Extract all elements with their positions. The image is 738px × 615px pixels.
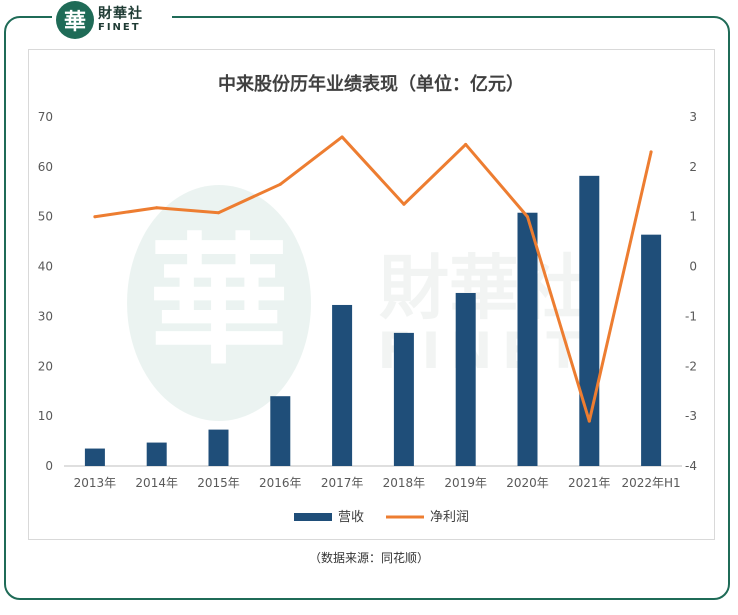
- combo-chart: 華 財華社 FINET 中来股份历年业绩表现（单位：亿元） 0102030405…: [38, 73, 697, 525]
- y-axis-right: -4 -3 -2 -1 0 1 2 3: [685, 110, 697, 473]
- x-tick-label: 2021年: [568, 476, 611, 490]
- watermark-seal-icon: [127, 185, 311, 421]
- point-profit: [340, 135, 344, 139]
- bar-revenue: [84, 448, 105, 466]
- card-frame: [4, 16, 730, 600]
- legend-swatch-revenue: [294, 513, 332, 521]
- point-profit: [587, 419, 591, 423]
- bar-revenue: [641, 234, 662, 466]
- x-tick-label: 2018年: [383, 476, 426, 490]
- y-left-tick-label: 70: [38, 110, 53, 124]
- y-left-tick-label: 30: [38, 309, 53, 323]
- line-profit: [93, 135, 653, 423]
- point-profit: [526, 215, 529, 219]
- y-left-tick-label: 50: [38, 210, 53, 224]
- x-tick-label: 2015年: [197, 476, 240, 490]
- x-tick-label: 2019年: [444, 476, 487, 490]
- point-profit: [155, 206, 159, 210]
- bar-revenue: [393, 332, 414, 466]
- y-right-tick-label: 2: [689, 160, 697, 174]
- y-right-tick-label: -3: [685, 409, 697, 423]
- legend-label-profit: 净利润: [430, 510, 469, 525]
- y-left-tick-label: 10: [38, 409, 53, 423]
- bar-revenue: [455, 292, 476, 466]
- bar-revenue: [517, 212, 538, 466]
- watermark: 華 財華社 FINET: [127, 185, 589, 421]
- y-left-tick-label: 0: [45, 459, 53, 473]
- point-profit: [402, 202, 406, 206]
- legend: 营收 净利润: [294, 510, 469, 525]
- x-tick-label: 2013年: [74, 476, 117, 490]
- x-axis-labels: 2013年 2014年 2015年 2016年 2017年 2018年 2019年 2020年…: [74, 476, 681, 490]
- watermark-seal-char: 華: [149, 220, 289, 384]
- brand-name: 財華社 FINET: [98, 7, 143, 33]
- point-profit: [464, 142, 468, 146]
- x-tick-label: 2014年: [135, 476, 178, 490]
- chart-title: 中来股份历年业绩表现（单位：亿元）: [218, 73, 524, 95]
- bar-revenue: [146, 442, 167, 466]
- line-series: [93, 135, 653, 423]
- y-right-tick-label: -2: [685, 359, 697, 373]
- bar-series: [84, 175, 662, 466]
- y-right-tick-label: 1: [689, 210, 697, 224]
- legend-label-revenue: 营收: [338, 510, 364, 525]
- y-right-tick-label: -4: [685, 459, 697, 473]
- brand-logo: 華 財華社 FINET: [52, 0, 172, 40]
- point-profit: [93, 215, 97, 219]
- x-tick-label: 2022年H1: [621, 476, 680, 490]
- x-tick-label: 2020年: [506, 476, 549, 490]
- y-left-tick-label: 60: [38, 160, 53, 174]
- y-left-tick-label: 40: [38, 260, 53, 274]
- y-left-tick-label: 20: [38, 359, 53, 373]
- bar-revenue: [270, 396, 291, 466]
- y-axis-left: 0 10 20 30 40 50 60 70: [38, 110, 53, 473]
- brand-name-en: FINET: [98, 22, 141, 33]
- point-profit: [217, 211, 220, 215]
- x-tick-label: 2016年: [259, 476, 302, 490]
- source-note: （数据来源：同花顺）: [308, 551, 429, 565]
- bar-revenue: [332, 304, 353, 466]
- y-right-tick-label: -1: [685, 309, 697, 323]
- chart-container: 華 財華社 FINET 中来股份历年业绩表现（单位：亿元） 0 10 20 30 40 5…: [28, 49, 715, 540]
- bar-revenue: [208, 429, 229, 466]
- brand-seal-icon: 華: [56, 1, 94, 39]
- brand-name-cn: 財華社: [98, 6, 143, 22]
- y-right-tick-label: 3: [689, 110, 697, 124]
- y-right-tick-label: 0: [689, 260, 697, 274]
- point-profit: [649, 150, 653, 154]
- x-tick-label: 2017年: [321, 476, 364, 490]
- watermark-name-cn: 財華社: [379, 247, 589, 329]
- point-profit: [278, 182, 282, 186]
